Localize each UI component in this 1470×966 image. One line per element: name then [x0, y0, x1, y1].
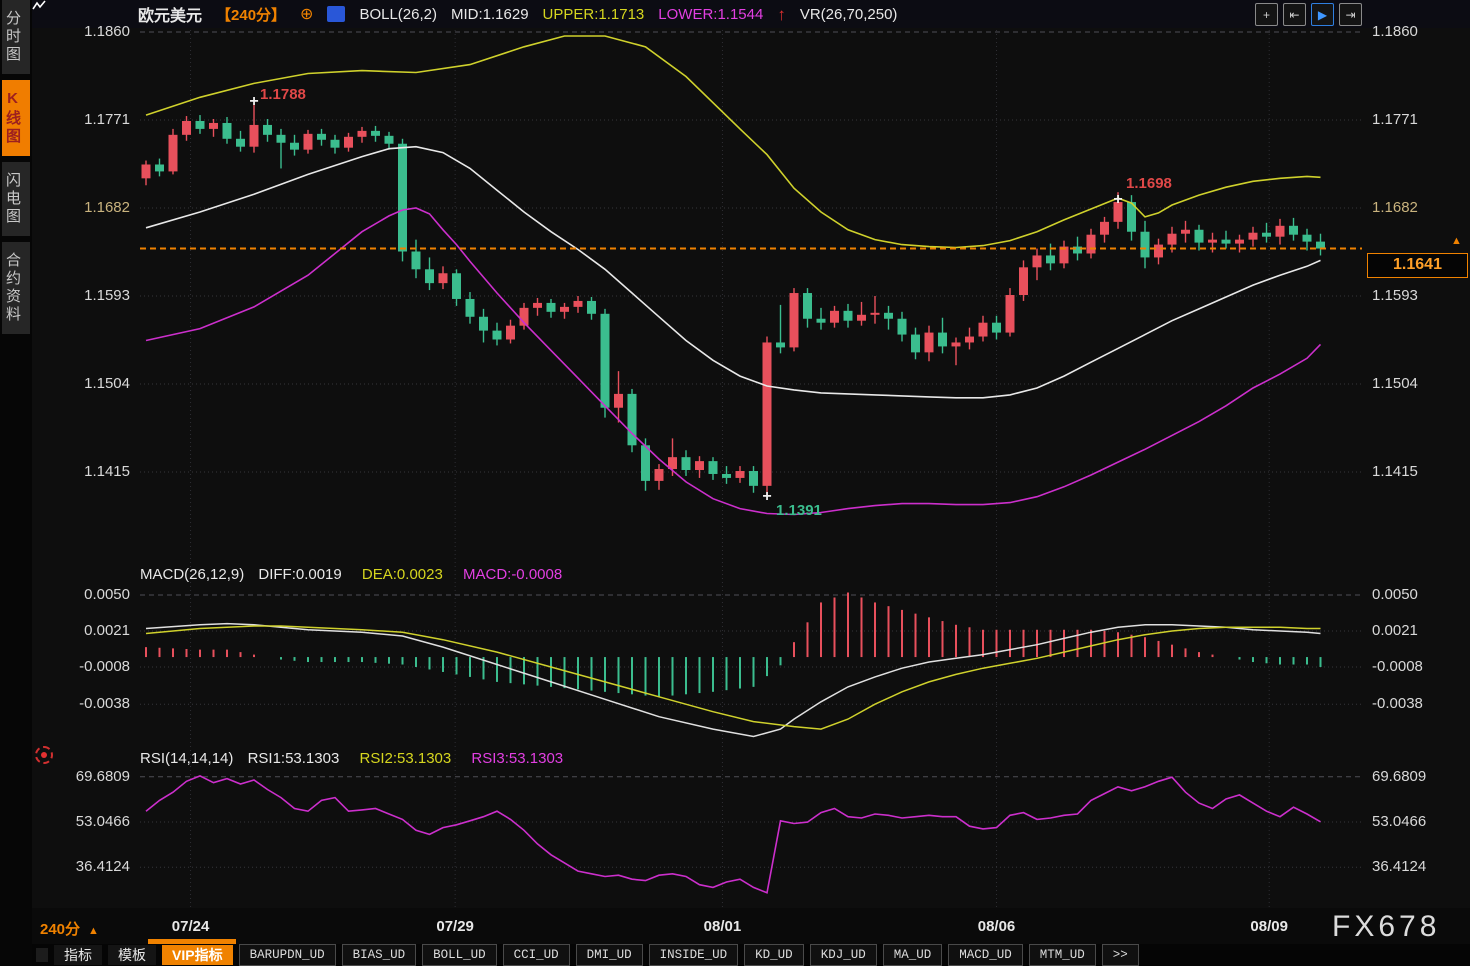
- time-axis: 240分 ▲ 07/24 07/29 08/01 08/06 08/09 FX678: [32, 908, 1470, 944]
- axis-scale-icon[interactable]: ⇤: [1283, 3, 1306, 26]
- macd-axis-label: 0.0050: [84, 585, 130, 603]
- price-axis-label: 1.1415: [1372, 462, 1418, 480]
- auto-scroll-icon[interactable]: ▶: [1311, 3, 1334, 26]
- toolbar-item-kdjud[interactable]: KDJ_UD: [809, 944, 877, 966]
- macd-axis-label: 0.0021: [1372, 621, 1418, 639]
- circle-plus-icon[interactable]: ⊕: [300, 6, 314, 23]
- rsi-axis-label: 36.4124: [75, 858, 130, 876]
- last-price-tag: 1.1641: [1367, 252, 1468, 278]
- toolbar-item-mtmud[interactable]: MTM_UD: [1028, 944, 1096, 966]
- toolbar-item-[interactable]: 模板: [108, 945, 156, 965]
- rsi2-value: RSI2:53.1303: [359, 750, 452, 767]
- symbol-name: 欧元美元: [138, 8, 203, 25]
- date-label: 07/29: [436, 918, 474, 935]
- price-axis-label: 1.1771: [1372, 110, 1418, 128]
- toolbar-item-dmiud[interactable]: DMI_UD: [575, 944, 643, 966]
- macd-pane-header: MACD(26,12,9) DIFF:0.0019 DEA:0.0023 MAC…: [140, 566, 562, 583]
- vr-label: VR(26,70,250): [799, 5, 898, 23]
- rsi3-value: RSI3:53.1303: [471, 750, 564, 767]
- recent-high-label: 1.1698: [1126, 175, 1172, 193]
- high-cross-marker: +: [249, 93, 259, 111]
- date-label: 07/24: [171, 918, 210, 935]
- macd-axis-label: -0.0038: [1372, 695, 1423, 713]
- macd-axis-label: 0.0021: [84, 621, 130, 639]
- date-label: 08/06: [977, 918, 1016, 935]
- price-axis-label: 1.1593: [84, 286, 130, 304]
- toolbar-item-biasud[interactable]: BIAS_UD: [341, 944, 417, 966]
- macd-axis-label: 0.0050: [1372, 585, 1418, 603]
- price-axis-label: 1.1860: [1372, 23, 1418, 40]
- price-axis-label: 1.1593: [1372, 286, 1418, 304]
- macd-diff-value: DIFF:0.0019: [258, 566, 342, 583]
- sidebar-tab-kline[interactable]: K线图: [2, 80, 30, 156]
- boll-upper-value: UPPER:1.1713: [542, 5, 645, 23]
- sidebar: 分时图 K线图 闪电图 合约资料: [0, 0, 32, 966]
- triangle-up-icon: ▲: [88, 925, 99, 937]
- macd-dea-value: DEA:0.0023: [361, 566, 443, 583]
- toolbar-item-macdud[interactable]: MACD_UD: [948, 944, 1023, 966]
- toolbar-item-bollud[interactable]: BOLL_UD: [422, 944, 497, 966]
- toolbar-item-barupdnud[interactable]: BARUPDN_UD: [238, 944, 336, 966]
- macd-title: MACD(26,12,9): [140, 566, 245, 583]
- date-label: 08/09: [1250, 918, 1288, 935]
- price-axis-label: 1.1771: [84, 110, 130, 128]
- low-cross-marker: +: [762, 487, 772, 505]
- indicator-hot-icon[interactable]: [35, 746, 53, 764]
- period-label: 【240分】: [216, 6, 287, 24]
- toolbar-item-[interactable]: >>: [1101, 944, 1139, 966]
- rsi-axis-label: 53.0466: [1372, 813, 1427, 830]
- watermark: FX678: [1332, 910, 1441, 943]
- macd-axis-label: -0.0008: [1372, 658, 1423, 675]
- rsi-axis-label: 53.0466: [75, 813, 130, 830]
- toolbar-item-vip[interactable]: VIP指标: [162, 945, 233, 965]
- boll-lower-value: LOWER:1.1544: [658, 5, 764, 23]
- price-up-marker-icon: ▲: [1451, 234, 1462, 247]
- boll-mid-value: MID:1.1629: [451, 5, 529, 23]
- pan-icon[interactable]: +: [1255, 3, 1278, 26]
- macd-hist-value: MACD:-0.0008: [462, 566, 563, 583]
- boll-label: BOLL(26,2): [359, 5, 437, 23]
- price-axis-label: 1.1682: [1372, 198, 1418, 216]
- macd-axis-label: -0.0038: [79, 695, 130, 713]
- swing-high-label: 1.1788: [260, 86, 306, 104]
- rsi-title: RSI(14,14,14): [140, 750, 234, 767]
- price-axis-label: 1.1682: [84, 198, 130, 216]
- price-axis-label: 1.1504: [1372, 374, 1418, 392]
- date-label: 08/01: [703, 918, 742, 935]
- toolbar-item-[interactable]: 指标: [54, 945, 102, 965]
- rsi-axis-label: 69.6809: [75, 767, 130, 785]
- recent-high-marker: +: [1113, 191, 1123, 209]
- sidebar-tab-timeshare[interactable]: 分时图: [2, 0, 30, 74]
- macd-axis-label: -0.0008: [79, 658, 130, 675]
- price-axis-label: 1.1415: [84, 462, 130, 480]
- chart-header: 欧元美元 【240分】 ⊕ BOLL(26,2) MID:1.1629 UPPE…: [32, 0, 1470, 28]
- price-axis-label: 1.1504: [84, 374, 130, 392]
- rsi-axis-label: 69.6809: [1372, 767, 1427, 785]
- interval-selector[interactable]: 240分 ▲: [40, 921, 99, 938]
- jump-latest-icon[interactable]: ⇥: [1339, 3, 1362, 26]
- rsi1-value: RSI1:53.1303: [247, 750, 340, 767]
- indicator-toolbar: 指标 模板 VIP指标 BARUPDN_UD BIAS_UD BOLL_UD CCI_UD D…: [32, 944, 1470, 966]
- rsi-pane-header: RSI(14,14,14) RSI1:53.1303 RSI2:53.1303 …: [140, 750, 563, 767]
- scrollbar-thumb[interactable]: [148, 939, 236, 944]
- toolbar-item-cciud[interactable]: CCI_UD: [502, 944, 570, 966]
- up-arrow-icon: ↑: [777, 4, 786, 24]
- toolbar-item-insideud[interactable]: INSIDE_UD: [648, 944, 739, 966]
- window-buttons: + ⇤ ▶ ⇥: [1255, 3, 1362, 26]
- swing-low-label: 1.1391: [776, 501, 822, 519]
- indicator-chart-icon[interactable]: [32, 0, 346, 22]
- toolbar-item-maud[interactable]: MA_UD: [882, 944, 943, 966]
- toolbar-item-kdud[interactable]: KD_UD: [744, 944, 804, 966]
- toolbar-corner-square: [36, 948, 48, 962]
- rsi-axis-label: 36.4124: [1372, 858, 1427, 876]
- sidebar-tab-lightning[interactable]: 闪电图: [2, 162, 30, 236]
- sidebar-tab-contract-info[interactable]: 合约资料: [2, 242, 30, 334]
- price-axis-label: 1.1860: [84, 23, 130, 40]
